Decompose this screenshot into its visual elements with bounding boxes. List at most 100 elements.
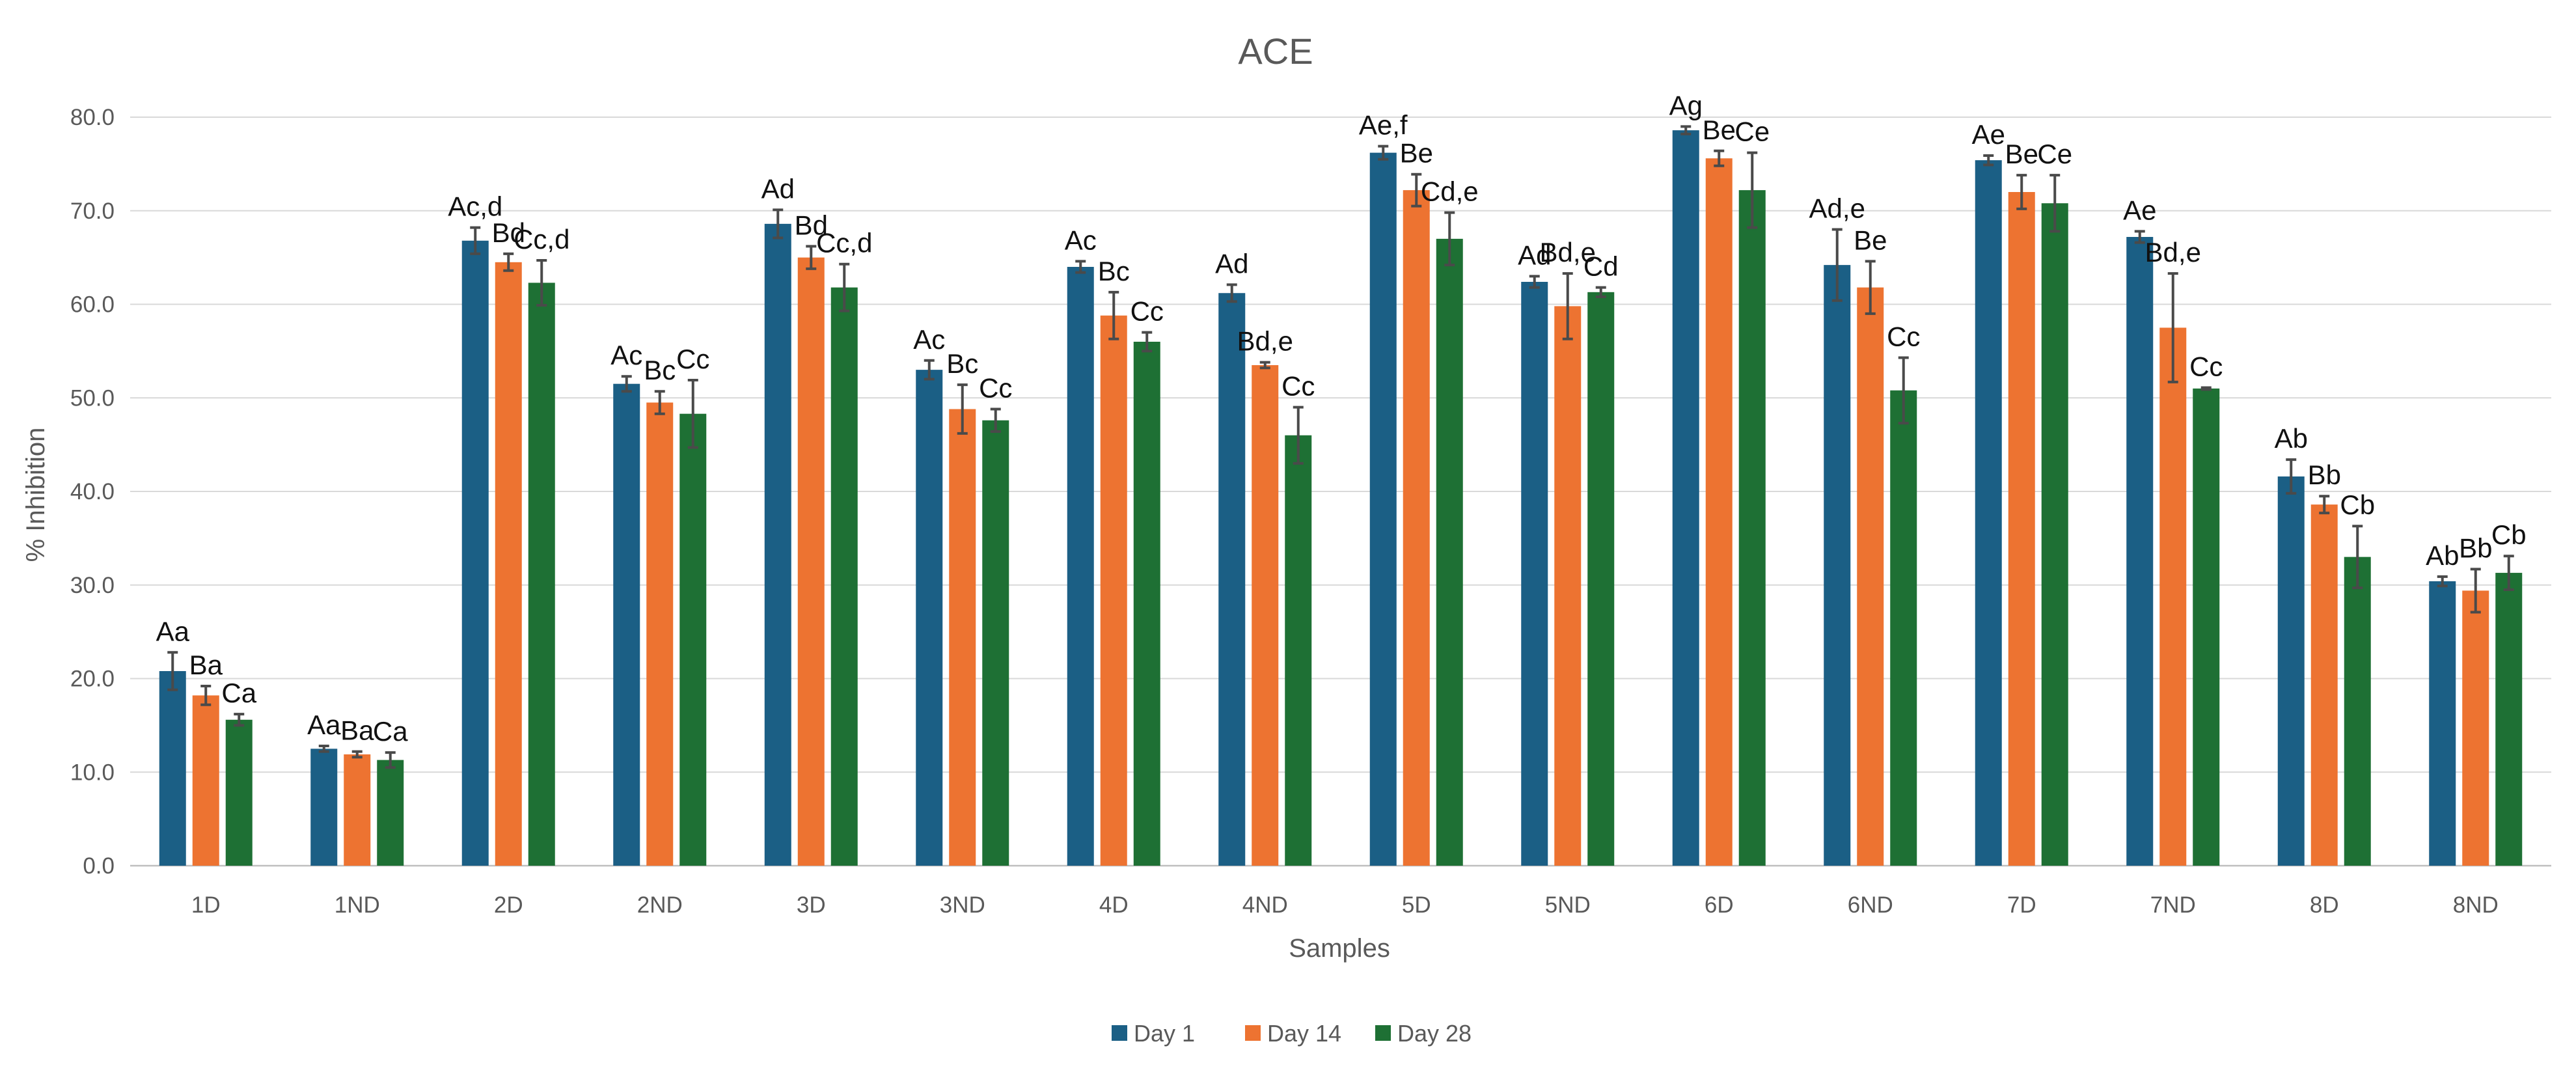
x-tick-label: 7ND <box>2150 892 2196 918</box>
data-label: Ab <box>2426 540 2459 571</box>
x-tick-label: 8ND <box>2453 892 2499 918</box>
bar-day-28 <box>982 420 1009 866</box>
legend: Day 1 Day 14 Day 28 <box>1112 1020 1472 1047</box>
bar-day-14 <box>2310 504 2338 866</box>
data-label: Ac,d <box>448 191 502 222</box>
legend-label: Day 28 <box>1397 1020 1472 1047</box>
legend-swatch <box>1112 1025 1127 1041</box>
x-tick-label: 6ND <box>1848 892 1893 918</box>
legend-label: Day 1 <box>1134 1020 1195 1047</box>
bar-day-1 <box>916 370 943 866</box>
x-axis-title: Samples <box>1289 934 1390 963</box>
data-label: Ae <box>2123 195 2156 225</box>
x-tick-label: 8D <box>2310 892 2339 918</box>
legend-label: Day 14 <box>1267 1020 1341 1047</box>
error-bar <box>773 208 784 240</box>
data-label: Cc <box>676 344 709 374</box>
data-label: Ab <box>2275 423 2308 454</box>
error-bar <box>924 359 935 381</box>
error-bar <box>1865 260 1876 315</box>
data-label: Be <box>1400 138 1433 169</box>
data-label: Cc <box>1887 321 1920 351</box>
y-axis-ticks: 0.0 10.0 20.0 30.0 40.0 50.0 60.0 70.0 80.0 <box>70 105 115 879</box>
error-bar <box>1898 356 1909 425</box>
error-bar <box>1444 211 1455 267</box>
bar-day-28 <box>528 282 555 866</box>
error-bar <box>621 375 632 393</box>
bar-day-28 <box>1436 238 1463 866</box>
chart-title: ACE <box>1238 31 1313 72</box>
bar-day-14 <box>2008 192 2035 866</box>
legend-item-day-14: Day 14 <box>1245 1020 1341 1047</box>
bar-day-28 <box>830 287 858 866</box>
error-bar <box>1142 331 1153 353</box>
bar-day-14 <box>646 402 674 866</box>
error-bar <box>2319 495 2330 515</box>
error-bar <box>1562 272 1573 340</box>
data-label: Ce <box>2037 139 2072 169</box>
x-tick-label: 3D <box>797 892 826 918</box>
data-label: Ae,f <box>1359 110 1408 141</box>
error-bar <box>2437 575 2448 588</box>
bar-day-14 <box>344 754 371 866</box>
bar-day-28 <box>2344 557 2371 866</box>
error-bar <box>167 651 178 691</box>
bar-day-14 <box>1100 315 1127 866</box>
data-label: Bd <box>492 217 525 248</box>
x-tick-label: 3ND <box>940 892 985 918</box>
error-bar <box>1293 406 1304 465</box>
bar-day-1 <box>1975 160 2002 866</box>
bar-day-1 <box>613 383 640 866</box>
error-bar <box>1680 125 1692 135</box>
data-label: Ca <box>373 716 408 747</box>
data-label: Bc <box>644 355 676 385</box>
y-tick-label: 10.0 <box>70 760 115 785</box>
data-label: Ad <box>1518 240 1551 270</box>
error-bar <box>470 226 481 255</box>
x-tick-label: 5ND <box>1545 892 1591 918</box>
data-label: Ba <box>189 650 223 680</box>
error-bar <box>957 383 968 435</box>
error-bar <box>2470 568 2481 614</box>
data-label: Bc <box>1098 256 1130 286</box>
data-label: Bb <box>2459 532 2492 563</box>
data-label: Bd,e <box>2145 237 2201 268</box>
error-bar <box>2049 174 2061 233</box>
data-label: Cb <box>2491 519 2527 550</box>
data-label: Bd,e <box>1237 326 1293 357</box>
bar-day-1 <box>159 671 186 866</box>
x-tick-label: 2D <box>494 892 523 918</box>
error-bar <box>2200 386 2212 391</box>
bar-day-28 <box>1890 390 1917 866</box>
bar-day-28 <box>225 719 253 866</box>
error-bar <box>806 245 817 270</box>
error-bar <box>990 407 1001 433</box>
data-label: Bd <box>795 210 828 240</box>
error-bar <box>2286 458 2297 495</box>
error-bar <box>1226 283 1237 303</box>
bar-day-14 <box>2462 590 2489 866</box>
data-label: Ad <box>761 173 795 204</box>
error-bar <box>536 258 547 307</box>
bar-day-1 <box>1369 152 1397 866</box>
bar-day-14 <box>192 695 219 866</box>
error-bar <box>385 751 396 769</box>
bar-day-1 <box>1672 130 1699 866</box>
bar-day-14 <box>797 257 825 866</box>
legend-swatch <box>1375 1025 1391 1041</box>
data-label: Cc,d <box>514 224 569 255</box>
bar-day-14 <box>495 262 522 866</box>
data-label: Ac <box>1065 225 1097 255</box>
bar-day-28 <box>2495 573 2523 866</box>
data-label: Ac <box>913 324 945 355</box>
bar-day-28 <box>2193 388 2220 866</box>
bar-day-1 <box>310 749 338 866</box>
error-bar <box>654 390 665 415</box>
data-label: Cd,e <box>1421 176 1479 207</box>
bar-day-14 <box>2159 327 2187 866</box>
x-tick-label: 2ND <box>637 892 683 918</box>
y-tick-label: 0.0 <box>83 853 115 879</box>
y-tick-label: 80.0 <box>70 105 115 130</box>
